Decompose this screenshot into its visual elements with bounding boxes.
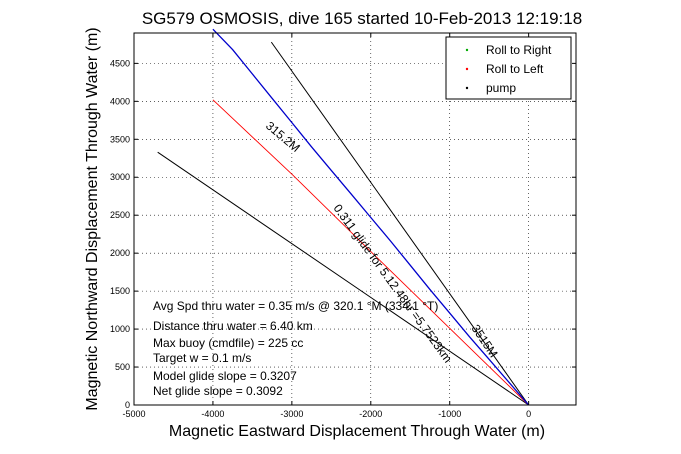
- y-tick-label: 1000: [110, 324, 130, 334]
- y-tick-label: 4500: [110, 58, 130, 68]
- y-tick-label: 0: [125, 400, 130, 410]
- stat-max-buoy: Max buoy (cmdfile) = 225 cc: [153, 336, 303, 350]
- x-tick-label: -2000: [359, 409, 382, 419]
- legend: Roll to Right Roll to Left pump: [445, 36, 572, 100]
- series-group: [212, 28, 530, 406]
- x-tick-label: 0: [526, 409, 531, 419]
- axes-box: [133, 32, 577, 406]
- chart-title: SG579 OSMOSIS, dive 165 started 10-Feb-2…: [142, 9, 582, 28]
- y-tick-label: 4000: [110, 96, 130, 106]
- y-tick-label: 2500: [110, 210, 130, 220]
- y-tick-label: 500: [115, 362, 130, 372]
- legend-marker-roll-right: [465, 48, 469, 52]
- x-tick-label: -3000: [280, 409, 303, 419]
- reference-line: [157, 151, 529, 406]
- x-tick-label: -5000: [122, 409, 145, 419]
- ticks: -5000 -4000 -3000 -2000 -1000 0 0 500 1000 1500 20…: [110, 33, 576, 419]
- legend-marker-roll-left: [465, 67, 469, 71]
- stats-annotation: Avg Spd thru water = 0.35 m/s @ 320.1 °M…: [153, 299, 438, 398]
- y-axis-label: Magnetic Northward Displacement Through …: [84, 27, 101, 410]
- stat-avg-speed: Avg Spd thru water = 0.35 m/s @ 320.1 °M…: [153, 299, 438, 313]
- stat-model-glide: Model glide slope = 0.3207: [153, 369, 297, 383]
- x-axis-label: Magnetic Eastward Displacement Through W…: [169, 423, 545, 440]
- x-tick-label: -1000: [438, 409, 461, 419]
- legend-label-roll-right: Roll to Right: [486, 43, 552, 57]
- reference-line: [270, 41, 530, 406]
- y-tick-label: 1500: [110, 286, 130, 296]
- stat-net-glide: Net glide slope = 0.3092: [153, 384, 283, 398]
- series-line: [212, 99, 529, 406]
- reference-lines: [157, 41, 530, 406]
- series-line: [212, 28, 530, 406]
- x-tick-label: -4000: [201, 409, 224, 419]
- y-tick-label: 2000: [110, 248, 130, 258]
- stat-target-w: Target w = 0.1 m/s: [153, 351, 251, 365]
- legend-marker-pump: [465, 86, 469, 90]
- stat-distance: Distance thru water = 6.40 km: [153, 319, 313, 333]
- y-tick-label: 3500: [110, 134, 130, 144]
- y-tick-label: 3000: [110, 172, 130, 182]
- legend-label-roll-left: Roll to Left: [486, 62, 544, 76]
- legend-label-pump: pump: [486, 81, 516, 95]
